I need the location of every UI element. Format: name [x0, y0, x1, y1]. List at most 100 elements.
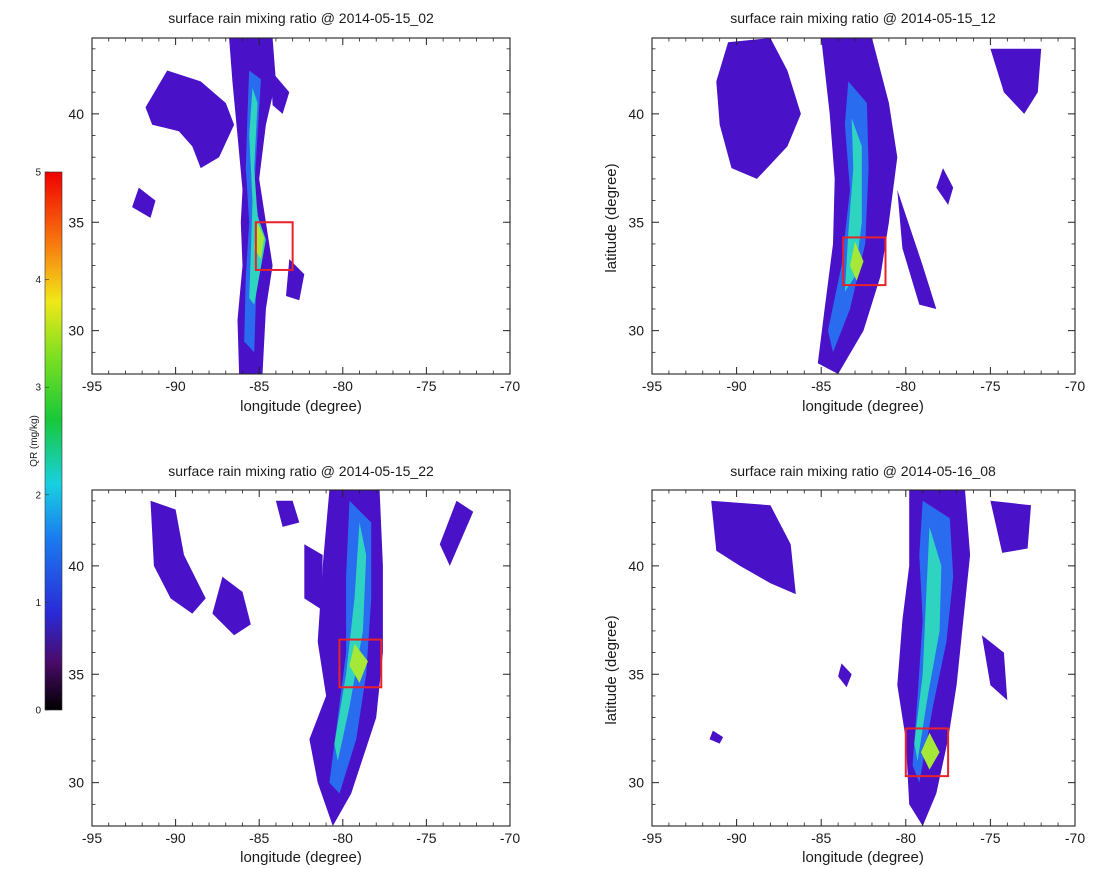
chart-title: surface rain mixing ratio @ 2014-05-15_1… — [730, 10, 996, 26]
y-tick-label: 30 — [68, 775, 84, 791]
rain-region-low — [897, 189, 937, 309]
rain-region-peak — [349, 643, 368, 683]
y-tick-label: 35 — [68, 214, 84, 230]
panel-2014-05-15-02: surface rain mixing ratio @ 2014-05-15_0… — [68, 10, 520, 415]
x-tick-label: -90 — [165, 378, 185, 394]
x-tick-label: -95 — [82, 378, 102, 394]
y-tick-label: 30 — [628, 323, 644, 339]
x-tick-label: -85 — [811, 830, 831, 846]
x-tick-label: -85 — [811, 378, 831, 394]
x-axis: -95 -90 -85 -80 -75 -70 — [82, 38, 520, 394]
rain-region-low — [716, 38, 801, 179]
y-axis: 30 35 40 — [628, 500, 1075, 827]
panel-2014-05-15-22: surface rain mixing ratio @ 2014-05-15_2… — [68, 463, 520, 866]
highlight-box — [842, 236, 887, 287]
highlight-box — [254, 221, 294, 271]
rain-region-low — [990, 500, 1031, 553]
highlight-box — [904, 727, 950, 778]
x-tick-label: -70 — [1065, 830, 1085, 846]
x-axis: -95 -90 -85 -80 -75 -70 — [642, 38, 1085, 394]
highlight-box-rect — [842, 236, 887, 287]
x-axis-label: longitude (degree) — [240, 398, 362, 415]
x-tick-label: -75 — [416, 378, 436, 394]
plot-frame — [91, 489, 511, 827]
y-axis-label: latitude (degree) — [603, 615, 620, 724]
rain-region-low — [212, 576, 251, 636]
rain-region-low — [150, 500, 206, 614]
highlight-box-rect — [904, 727, 950, 778]
chart-title: surface rain mixing ratio @ 2014-05-15_2… — [168, 463, 434, 479]
colorbar: 0 1 2 3 4 5 QR (mg/kg) — [29, 168, 63, 717]
y-axis: 30 35 40 — [68, 500, 510, 827]
x-axis-label: longitude (degree) — [802, 398, 924, 415]
rain-region-low — [275, 500, 300, 527]
y-axis-label: latitude (degree) — [603, 163, 620, 272]
x-tick-label: -85 — [249, 378, 269, 394]
colorbar-tick-label: 1 — [35, 598, 41, 609]
plot-frame — [91, 37, 511, 375]
x-tick-label: -95 — [642, 378, 662, 394]
colorbar-tick-label: 2 — [35, 490, 41, 501]
rain-region-high — [334, 522, 367, 761]
x-tick-label: -80 — [333, 830, 353, 846]
colorbar-tick-label: 4 — [35, 275, 41, 286]
rain-region-peak — [921, 732, 940, 770]
y-tick-label: 40 — [628, 558, 644, 574]
y-tick-label: 30 — [628, 775, 644, 791]
colorbar-ticks: 0 1 2 3 4 5 — [35, 168, 49, 717]
rain-region-high — [914, 526, 942, 761]
rain-region-low — [439, 500, 474, 566]
colorbar-tick-label: 3 — [35, 383, 41, 394]
x-tick-label: -90 — [726, 378, 746, 394]
rain-region-peak — [850, 241, 864, 281]
x-tick-label: -75 — [416, 830, 436, 846]
plot-frame — [651, 37, 1076, 375]
rain-region-low — [270, 70, 290, 114]
rain-field — [709, 490, 1031, 826]
rain-region-low — [981, 635, 1008, 701]
y-axis: 30 35 40 — [628, 48, 1075, 375]
y-tick-label: 35 — [628, 214, 644, 230]
panel-2014-05-15-12: surface rain mixing ratio @ 2014-05-15_1… — [603, 10, 1085, 415]
rain-field — [132, 38, 305, 374]
rain-region-low — [145, 70, 235, 169]
y-tick-label: 40 — [628, 106, 644, 122]
colorbar-tick-label: 5 — [35, 168, 41, 179]
rain-region-low — [936, 168, 954, 205]
rain-field — [150, 490, 474, 826]
x-tick-label: -75 — [980, 830, 1000, 846]
colorbar-tick-label: 0 — [35, 706, 41, 717]
x-tick-label: -70 — [1065, 378, 1085, 394]
x-axis: -95 -90 -85 -80 -75 -70 — [82, 490, 520, 846]
rain-region-low — [132, 187, 156, 218]
rain-region-low — [711, 500, 796, 595]
x-tick-label: -90 — [165, 830, 185, 846]
x-axis: -95 -90 -85 -80 -75 -70 — [642, 490, 1085, 846]
plot-frame — [651, 489, 1076, 827]
panel-2014-05-16-08: surface rain mixing ratio @ 2014-05-16_0… — [603, 463, 1085, 866]
colorbar-label: QR (mg/kg) — [29, 415, 40, 467]
highlight-box-rect — [338, 638, 383, 689]
rain-region-low — [709, 730, 724, 744]
x-tick-label: -90 — [726, 830, 746, 846]
x-axis-label: longitude (degree) — [240, 849, 362, 866]
highlight-box-rect — [254, 221, 294, 271]
y-tick-label: 40 — [68, 558, 84, 574]
x-tick-label: -80 — [333, 378, 353, 394]
rain-field — [716, 38, 1042, 374]
y-tick-label: 30 — [68, 323, 84, 339]
y-axis: 30 35 40 — [68, 48, 510, 375]
y-tick-label: 40 — [68, 106, 84, 122]
x-tick-label: -80 — [896, 378, 916, 394]
x-tick-label: -80 — [896, 830, 916, 846]
colorbar-scale — [44, 171, 63, 711]
chart-title: surface rain mixing ratio @ 2014-05-16_0… — [730, 463, 996, 479]
x-tick-label: -85 — [249, 830, 269, 846]
x-tick-label: -75 — [980, 378, 1000, 394]
rain-region-low — [838, 663, 852, 688]
x-tick-label: -95 — [82, 830, 102, 846]
y-tick-label: 35 — [628, 666, 644, 682]
x-axis-label: longitude (degree) — [802, 849, 924, 866]
rain-region-low — [304, 544, 323, 610]
